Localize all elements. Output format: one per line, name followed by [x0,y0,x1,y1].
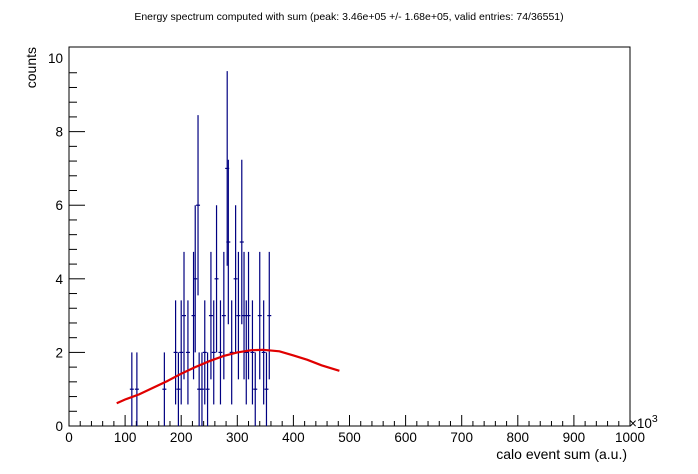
plot-frame [68,46,631,427]
y-tick-label: 0 [55,419,63,434]
fit-line [116,348,340,405]
y-tick-label: 10 [48,51,63,66]
x-tick-label: 1000 [615,430,645,445]
chart-title: Energy spectrum computed with sum (peak:… [134,11,563,23]
x-tick-label: 700 [450,430,473,445]
histogram-series [129,71,272,426]
y-tick-label: 8 [55,125,63,140]
x-tick-label: 900 [563,430,586,445]
x-tick-label: 400 [282,430,305,445]
y-tick-label: 6 [55,198,63,213]
x-tick-label: 0 [65,430,73,445]
y-tick-label: 2 [55,345,63,360]
x-tick-label: 200 [170,430,193,445]
x-axis-label: calo event sum (a.u.) [496,446,627,462]
x-axis-exponent-power: 3 [652,413,658,425]
x-axis-exponent: ×103 [629,413,658,431]
x-tick-label: 500 [338,430,361,445]
x-tick-label: 100 [114,430,137,445]
y-axis: 0 2 4 6 8 10 [48,51,85,434]
fit-curve [116,348,340,405]
x-tick-label: 800 [507,430,530,445]
y-tick-label: 4 [55,272,63,287]
x-axis-exponent-base: ×10 [629,416,652,431]
x-tick-label: 300 [226,430,249,445]
x-axis: 0 100 200 300 400 500 600 700 800 900 1000 [65,415,645,445]
x-tick-label: 600 [394,430,417,445]
y-axis-label: counts [23,47,39,88]
